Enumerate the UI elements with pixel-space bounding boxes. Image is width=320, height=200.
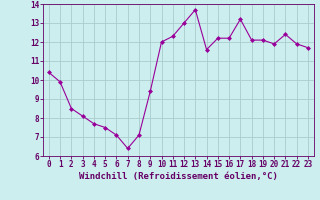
X-axis label: Windchill (Refroidissement éolien,°C): Windchill (Refroidissement éolien,°C) <box>79 172 278 181</box>
